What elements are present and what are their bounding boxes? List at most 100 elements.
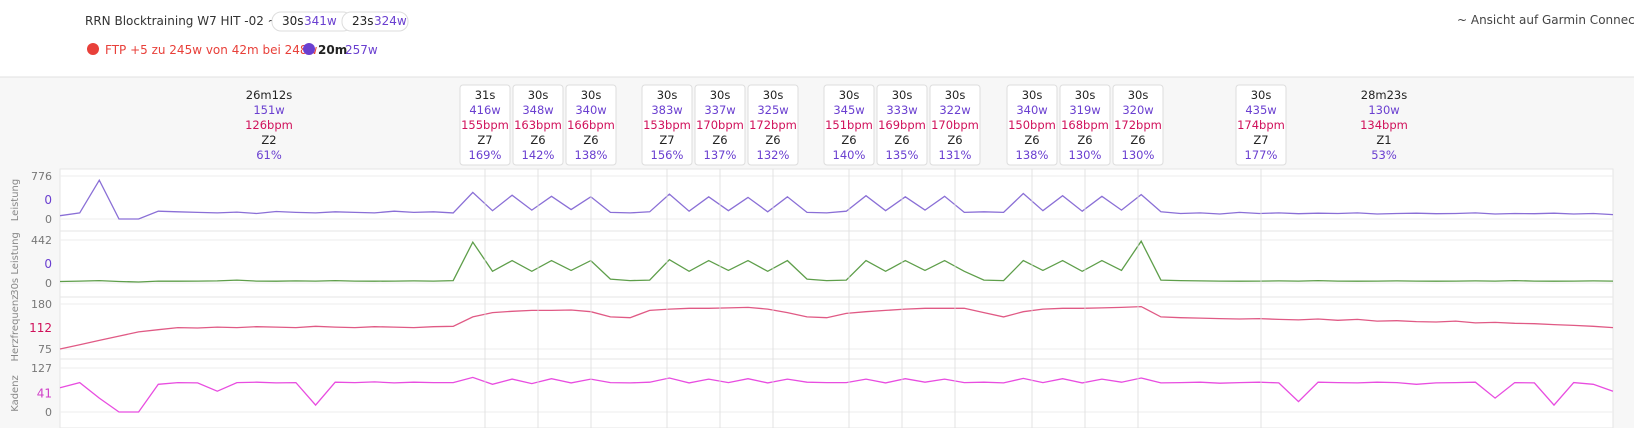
interval-duration: 30s [1251, 88, 1272, 102]
interval-pct: 142% [522, 148, 555, 162]
ftp-note: FTP +5 zu 245w von 42m bei 248w [105, 43, 318, 57]
interval-hr: 166bpm [567, 118, 615, 132]
trace [59, 376, 1614, 413]
interval-power: 383w [651, 103, 682, 117]
interval-box [823, 84, 875, 166]
interval-pct: 53% [1371, 148, 1397, 162]
interval-hr: 163bpm [514, 118, 562, 132]
interval-box [459, 84, 511, 166]
interval-duration: 30s [710, 88, 731, 102]
interval-hr: 150bpm [1008, 118, 1056, 132]
badge-power: 324w [374, 14, 407, 28]
y-tick-label: 0 [45, 277, 52, 290]
interval-zone: Z6 [894, 133, 909, 147]
panel-label: Herzfrequenz [10, 294, 21, 361]
interval-zone: Z6 [765, 133, 780, 147]
interval-hr: 170bpm [696, 118, 744, 132]
interval-hr: 170bpm [931, 118, 979, 132]
interval-duration: 28m23s [1361, 88, 1407, 102]
readout: 112 [29, 321, 52, 335]
interval-pct: 138% [575, 148, 608, 162]
interval-hr: 172bpm [1114, 118, 1162, 132]
interval-power: 322w [939, 103, 970, 117]
interval-zone: Z6 [583, 133, 598, 147]
interval-power: 333w [886, 103, 917, 117]
interval-duration: 30s [1075, 88, 1096, 102]
interval-hr: 134bpm [1360, 118, 1408, 132]
interval-duration: 30s [839, 88, 860, 102]
interval-power: 435w [1245, 103, 1276, 117]
interval-pct: 61% [256, 148, 282, 162]
interval-hr: 172bpm [749, 118, 797, 132]
panel [59, 230, 1614, 298]
best-duration: 20m [318, 43, 347, 57]
interval-box [1235, 84, 1287, 166]
badge [341, 11, 409, 32]
interval-duration: 30s [1022, 88, 1043, 102]
interval-box [1006, 84, 1058, 166]
panel-label: 30s Leistung [10, 232, 21, 296]
interval-duration: 30s [892, 88, 913, 102]
interval-box [929, 84, 981, 166]
interval-duration: 31s [475, 88, 496, 102]
interval-power: 320w [1122, 103, 1153, 117]
badge-duration: 23s [352, 14, 374, 28]
y-tick-label: 0 [45, 213, 52, 226]
interval-hr: 155bpm [461, 118, 509, 132]
interval-pct: 156% [651, 148, 684, 162]
interval-zone: Z6 [1024, 133, 1039, 147]
trace [59, 305, 1614, 350]
interval-power: 337w [704, 103, 735, 117]
interval-power: 151w [253, 103, 284, 117]
interval-hr: 126bpm [245, 118, 293, 132]
interval-box [565, 84, 617, 166]
interval-zone: Z7 [477, 133, 492, 147]
interval-zone: Z7 [1253, 133, 1268, 147]
garmin-link[interactable]: ~ Ansicht auf Garmin Connect [1457, 13, 1634, 27]
interval-box [747, 84, 799, 166]
readout: 0 [44, 193, 52, 207]
interval-hr: 153bpm [643, 118, 691, 132]
interval-duration: 30s [1128, 88, 1149, 102]
interval-pct: 130% [1069, 148, 1102, 162]
interval-power: 345w [833, 103, 864, 117]
interval-zone: Z6 [947, 133, 962, 147]
interval-power: 130w [1368, 103, 1399, 117]
interval-duration: 30s [657, 88, 678, 102]
y-tick-label: 0 [45, 406, 52, 419]
interval-hr: 151bpm [825, 118, 873, 132]
best-icon [303, 43, 315, 55]
y-tick-label: 442 [31, 234, 52, 247]
title: RRN Blocktraining W7 HIT -02 ~ [85, 14, 278, 28]
interval-power: 348w [522, 103, 553, 117]
readout: 41 [37, 387, 52, 401]
interval-power: 319w [1069, 103, 1100, 117]
interval-zone: Z6 [530, 133, 545, 147]
interval-duration: 30s [763, 88, 784, 102]
interval-pct: 140% [833, 148, 866, 162]
interval-pct: 135% [886, 148, 919, 162]
interval-zone: Z6 [841, 133, 856, 147]
badge-power: 341w [304, 14, 337, 28]
y-tick-label: 180 [31, 298, 52, 311]
y-tick-label: 75 [38, 343, 52, 356]
interval-zone: Z6 [1130, 133, 1145, 147]
interval-pct: 130% [1122, 148, 1155, 162]
panel [59, 168, 1614, 232]
interval-duration: 30s [581, 88, 602, 102]
panel-label: Leistung [10, 179, 21, 221]
readout: 0 [44, 257, 52, 271]
interval-duration: 30s [528, 88, 549, 102]
interval-hr: 174bpm [1237, 118, 1285, 132]
interval-box [512, 84, 564, 166]
badge-duration: 30s [282, 14, 304, 28]
interval-hr: 168bpm [1061, 118, 1109, 132]
interval-box [1112, 84, 1164, 166]
interval-power: 416w [469, 103, 500, 117]
best-power: 257w [345, 43, 378, 57]
interval-pct: 137% [704, 148, 737, 162]
interval-power: 325w [757, 103, 788, 117]
trace [59, 239, 1614, 283]
